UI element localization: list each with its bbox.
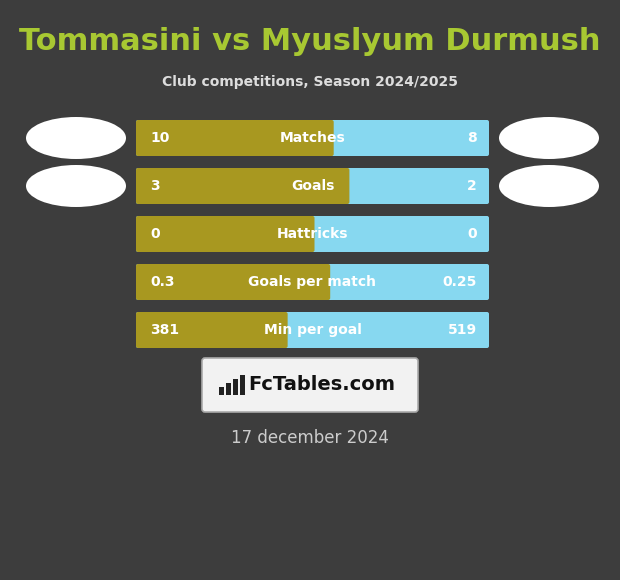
Text: 519: 519 <box>448 323 477 337</box>
Text: Club competitions, Season 2024/2025: Club competitions, Season 2024/2025 <box>162 75 458 89</box>
Ellipse shape <box>26 117 126 159</box>
Bar <box>219 387 224 395</box>
Text: Min per goal: Min per goal <box>264 323 361 337</box>
Bar <box>226 383 231 395</box>
Text: 10: 10 <box>150 131 169 145</box>
Text: Tommasini vs Myuslyum Durmush: Tommasini vs Myuslyum Durmush <box>19 27 601 56</box>
FancyBboxPatch shape <box>136 312 489 348</box>
Text: 0.25: 0.25 <box>443 275 477 289</box>
FancyBboxPatch shape <box>136 216 314 252</box>
FancyBboxPatch shape <box>136 264 330 300</box>
FancyBboxPatch shape <box>136 216 489 252</box>
Text: 0: 0 <box>467 227 477 241</box>
FancyBboxPatch shape <box>136 168 489 204</box>
Text: Goals: Goals <box>291 179 334 193</box>
Text: Matches: Matches <box>280 131 345 145</box>
FancyBboxPatch shape <box>136 120 334 156</box>
Text: 381: 381 <box>150 323 179 337</box>
Bar <box>233 379 238 395</box>
Ellipse shape <box>26 165 126 207</box>
Text: 8: 8 <box>467 131 477 145</box>
FancyBboxPatch shape <box>136 120 489 156</box>
Text: 17 december 2024: 17 december 2024 <box>231 429 389 447</box>
FancyBboxPatch shape <box>136 264 489 300</box>
Text: 2: 2 <box>467 179 477 193</box>
Ellipse shape <box>499 117 599 159</box>
FancyBboxPatch shape <box>136 168 350 204</box>
Text: 0.3: 0.3 <box>150 275 174 289</box>
Text: Goals per match: Goals per match <box>249 275 376 289</box>
Ellipse shape <box>499 165 599 207</box>
Text: 3: 3 <box>150 179 159 193</box>
Text: Hattricks: Hattricks <box>277 227 348 241</box>
Text: 0: 0 <box>150 227 159 241</box>
FancyBboxPatch shape <box>136 312 288 348</box>
FancyBboxPatch shape <box>202 358 418 412</box>
Bar <box>240 375 245 395</box>
Text: FcTables.com: FcTables.com <box>249 375 396 394</box>
